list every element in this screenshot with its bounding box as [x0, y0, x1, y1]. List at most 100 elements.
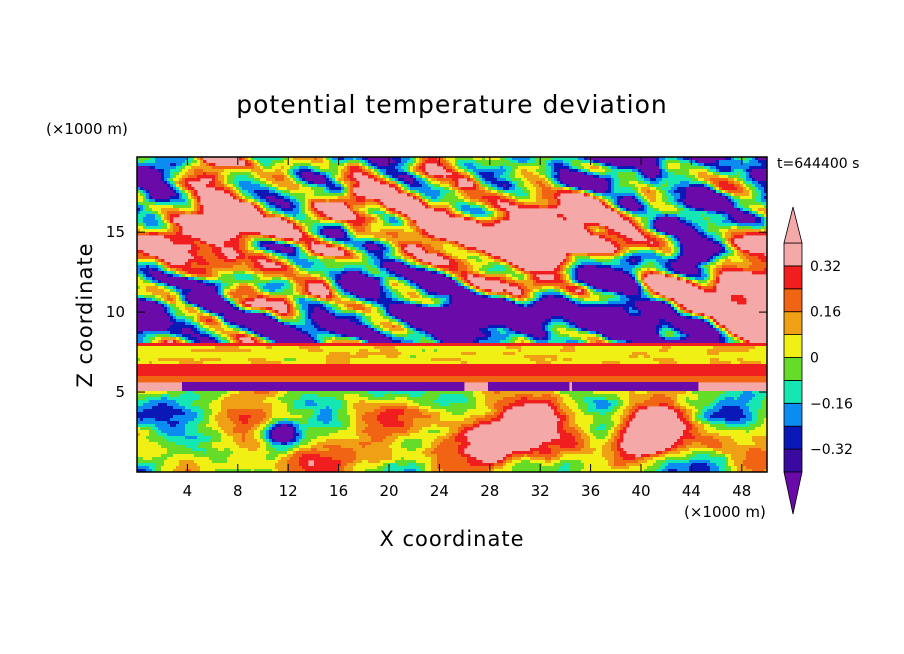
contour-cell — [623, 202, 627, 206]
contour-cell — [560, 163, 564, 167]
contour-cell — [311, 181, 315, 185]
contour-cell — [428, 247, 432, 251]
contour-cell — [449, 193, 453, 197]
contour-cell — [428, 199, 432, 203]
contour-cell — [734, 160, 738, 164]
contour-cell — [275, 181, 279, 185]
contour-cell — [713, 220, 717, 224]
contour-cell — [647, 223, 651, 227]
contour-cell — [407, 172, 411, 176]
contour-cell — [542, 169, 546, 173]
contour-cell — [695, 238, 699, 242]
contour-cell — [356, 253, 360, 257]
contour-cell — [248, 169, 252, 173]
contour-cell — [638, 199, 642, 203]
contour-cell — [458, 172, 462, 176]
contour-cell — [278, 247, 282, 251]
contour-cell — [314, 175, 318, 179]
contour-cell — [452, 202, 456, 206]
contour-cell — [533, 187, 537, 191]
contour-cell — [500, 172, 504, 176]
contour-cell — [677, 184, 681, 188]
contour-cell — [617, 205, 621, 209]
contour-cell — [737, 205, 741, 209]
contour-cell — [644, 205, 648, 209]
contour-cell — [158, 214, 162, 218]
contour-cell — [695, 250, 699, 254]
contour-cell — [689, 187, 693, 191]
contour-cell — [137, 229, 141, 233]
contour-cell — [278, 181, 282, 185]
contour-cell — [188, 175, 192, 179]
contour-cell — [680, 220, 684, 224]
contour-cell — [596, 223, 600, 227]
contour-cell — [593, 163, 597, 167]
contour-cell — [407, 235, 411, 239]
contour-cell — [245, 166, 249, 170]
contour-cell — [263, 199, 267, 203]
contour-cell — [692, 166, 696, 170]
contour-cell — [713, 235, 717, 239]
contour-cell — [713, 178, 717, 182]
contour-cell — [731, 163, 735, 167]
contour-cell — [752, 172, 756, 176]
contour-cell — [698, 241, 702, 245]
contour-cell — [149, 166, 153, 170]
contour-cell — [575, 190, 579, 194]
contour-cell — [479, 214, 483, 218]
contour-cell — [251, 184, 255, 188]
contour-cell — [446, 175, 450, 179]
contour-cell — [272, 169, 276, 173]
contour-cell — [311, 199, 315, 203]
contour-cell — [680, 166, 684, 170]
contour-cell — [236, 181, 240, 185]
contour-cell — [188, 178, 192, 182]
contour-cell — [509, 196, 513, 200]
contour-cell — [254, 178, 258, 182]
contour-cell — [626, 163, 630, 167]
contour-cell — [341, 229, 345, 233]
contour-cell — [395, 217, 399, 221]
contour-cell — [233, 181, 237, 185]
contour-cell — [407, 187, 411, 191]
contour-cell — [293, 250, 297, 254]
contour-cell — [701, 160, 705, 164]
contour-cell — [413, 178, 417, 182]
contour-cell — [722, 163, 726, 167]
contour-cell — [743, 172, 747, 176]
contour-cell — [743, 157, 747, 161]
contour-cell — [569, 175, 573, 179]
contour-cell — [737, 196, 741, 200]
contour-cell — [410, 175, 414, 179]
contour-cell — [338, 223, 342, 227]
contour-cell — [578, 160, 582, 164]
contour-cell — [665, 226, 669, 230]
contour-cell — [530, 187, 534, 191]
contour-cell — [263, 166, 267, 170]
contour-cell — [218, 247, 222, 251]
contour-cell — [437, 247, 441, 251]
contour-cell — [716, 202, 720, 206]
contour-cell — [668, 235, 672, 239]
contour-cell — [233, 196, 237, 200]
contour-cell — [299, 208, 303, 212]
contour-cell — [434, 244, 438, 248]
contour-cell — [140, 184, 144, 188]
contour-cell — [200, 250, 204, 254]
contour-cell — [395, 229, 399, 233]
contour-cell — [716, 166, 720, 170]
contour-cell — [332, 190, 336, 194]
contour-cell — [305, 175, 309, 179]
contour-cell — [536, 205, 540, 209]
contour-cell — [341, 196, 345, 200]
contour-cell — [503, 217, 507, 221]
contour-cell — [176, 199, 180, 203]
contour-cell — [719, 217, 723, 221]
contour-cell — [611, 178, 615, 182]
contour-cell — [419, 175, 423, 179]
contour-cell — [311, 223, 315, 227]
contour-cell — [686, 193, 690, 197]
contour-cell — [320, 217, 324, 221]
contour-cell — [668, 181, 672, 185]
contour-cell — [677, 202, 681, 206]
